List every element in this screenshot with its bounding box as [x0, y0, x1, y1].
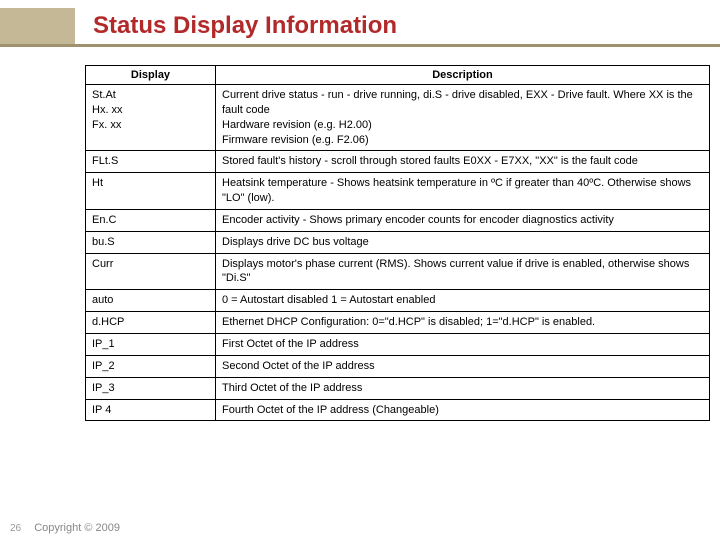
- cell-display: IP_3: [86, 377, 216, 399]
- table-row: IP 4Fourth Octet of the IP address (Chan…: [86, 399, 710, 421]
- cell-description: Heatsink temperature - Shows heatsink te…: [216, 173, 710, 210]
- cell-description: Fourth Octet of the IP address (Changeab…: [216, 399, 710, 421]
- col-display: Display: [86, 66, 216, 85]
- table-row: d.HCPEthernet DHCP Configuration: 0="d.H…: [86, 312, 710, 334]
- table-row: St.At Hx. xx Fx. xxCurrent drive status …: [86, 85, 710, 151]
- cell-description: Displays motor's phase current (RMS). Sh…: [216, 253, 710, 290]
- status-table: Display Description St.At Hx. xx Fx. xxC…: [85, 65, 710, 421]
- cell-display: auto: [86, 290, 216, 312]
- cell-description: Third Octet of the IP address: [216, 377, 710, 399]
- table-row: HtHeatsink temperature - Shows heatsink …: [86, 173, 710, 210]
- table-row: bu.SDisplays drive DC bus voltage: [86, 231, 710, 253]
- header-bar: Status Display Information: [0, 0, 720, 47]
- cell-display: Ht: [86, 173, 216, 210]
- cell-display: St.At Hx. xx Fx. xx: [86, 85, 216, 151]
- cell-display: IP_2: [86, 355, 216, 377]
- cell-description: Encoder activity - Shows primary encoder…: [216, 209, 710, 231]
- cell-display: IP_1: [86, 333, 216, 355]
- cell-display: Curr: [86, 253, 216, 290]
- table-row: En.CEncoder activity - Shows primary enc…: [86, 209, 710, 231]
- cell-description: 0 = Autostart disabled 1 = Autostart ena…: [216, 290, 710, 312]
- footer: 26 Copyright © 2009: [10, 522, 120, 534]
- table-row: CurrDisplays motor's phase current (RMS)…: [86, 253, 710, 290]
- cell-display: IP 4: [86, 399, 216, 421]
- table-row: IP_1First Octet of the IP address: [86, 333, 710, 355]
- table-row: IP_2Second Octet of the IP address: [86, 355, 710, 377]
- accent-block: [0, 8, 75, 44]
- cell-description: Ethernet DHCP Configuration: 0="d.HCP" i…: [216, 312, 710, 334]
- cell-description: First Octet of the IP address: [216, 333, 710, 355]
- cell-display: En.C: [86, 209, 216, 231]
- page-number: 26: [10, 523, 21, 534]
- cell-description: Displays drive DC bus voltage: [216, 231, 710, 253]
- cell-display: d.HCP: [86, 312, 216, 334]
- page-title: Status Display Information: [93, 12, 397, 44]
- table-row: auto0 = Autostart disabled 1 = Autostart…: [86, 290, 710, 312]
- copyright-text: Copyright © 2009: [34, 522, 120, 534]
- cell-description: Second Octet of the IP address: [216, 355, 710, 377]
- table-header-row: Display Description: [86, 66, 710, 85]
- cell-description: Current drive status - run - drive runni…: [216, 85, 710, 151]
- col-description: Description: [216, 66, 710, 85]
- cell-display: bu.S: [86, 231, 216, 253]
- cell-display: FLt.S: [86, 151, 216, 173]
- cell-description: Stored fault's history - scroll through …: [216, 151, 710, 173]
- table-container: Display Description St.At Hx. xx Fx. xxC…: [0, 47, 720, 421]
- table-row: IP_3Third Octet of the IP address: [86, 377, 710, 399]
- table-row: FLt.SStored fault's history - scroll thr…: [86, 151, 710, 173]
